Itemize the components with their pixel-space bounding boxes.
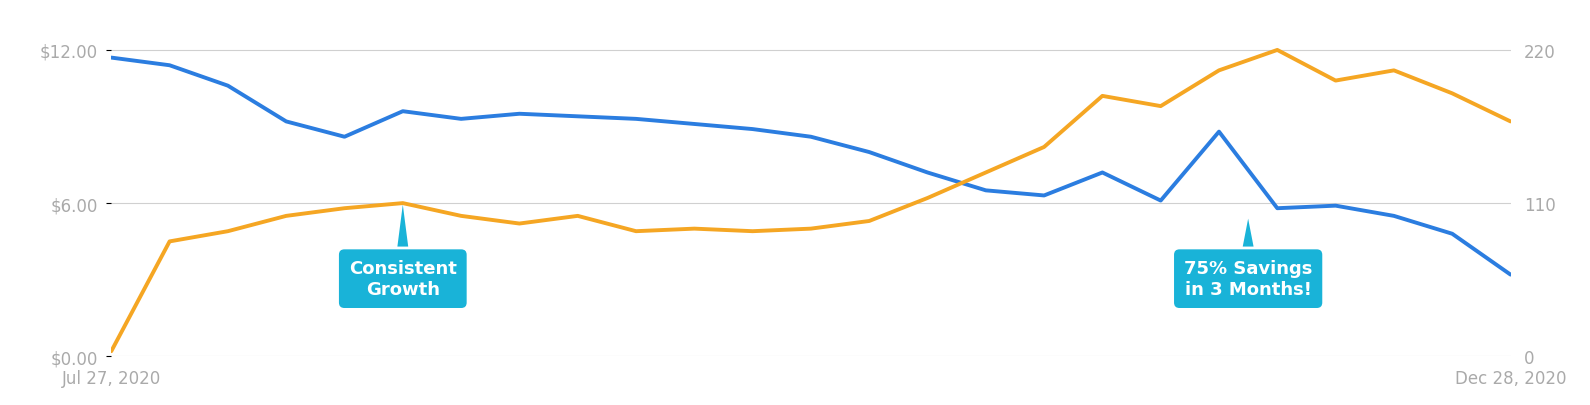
Text: Consistent
Growth: Consistent Growth — [348, 205, 456, 298]
Text: 75% Savings
in 3 Months!: 75% Savings in 3 Months! — [1185, 219, 1312, 298]
